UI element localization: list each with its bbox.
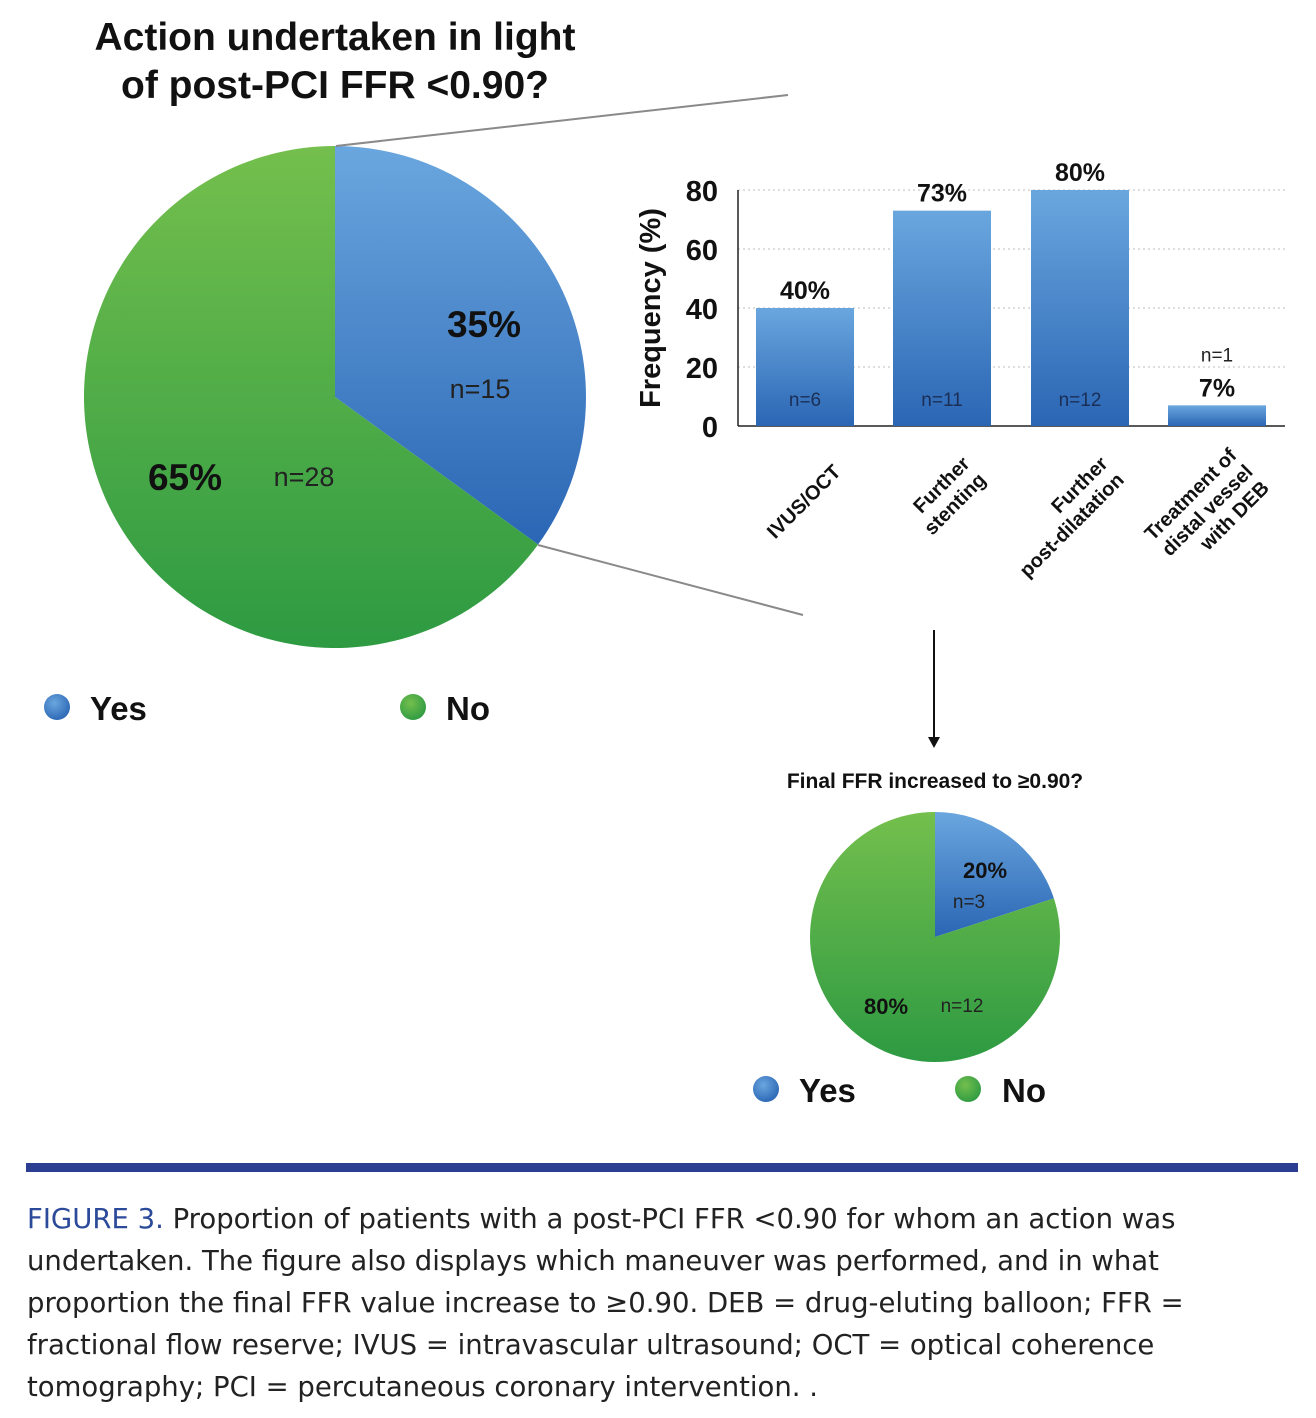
small-pie-no-n-label: n=12 [941, 996, 984, 1017]
main-pie-chart: Action undertaken in light of post-PCI F… [44, 16, 586, 727]
bar-1 [893, 210, 991, 426]
main-legend-yes-marker [44, 694, 70, 720]
small-legend-no-marker [955, 1076, 981, 1102]
bar-y-tick-label: 0 [702, 412, 718, 444]
bar-y-axis-label: Frequency (%) [635, 208, 667, 408]
small-pie-slice-yes [935, 812, 1054, 937]
small-pie-title: Final FFR increased to ≥0.90? [787, 770, 1083, 793]
bar-y-tick-label: 40 [686, 294, 718, 326]
small-legend-yes-marker [753, 1076, 779, 1102]
caption-figure-label: FIGURE 3. [27, 1203, 164, 1235]
down-arrow [928, 630, 940, 748]
small-pie-slice-no [809, 812, 1060, 1062]
bar-0 [756, 308, 854, 426]
bar-n-label: n=11 [921, 390, 962, 411]
figure-canvas: Action undertaken in light of post-PCI F… [44, 16, 1285, 1109]
bar-n-label: n=1 [1201, 345, 1233, 366]
bar-y-tick-label: 80 [686, 176, 718, 208]
connector-line-bottom [537, 544, 804, 616]
small-legend-no-label: No [1002, 1072, 1046, 1109]
bar-n-label: n=12 [1059, 390, 1102, 411]
main-legend-no-label: No [446, 690, 490, 727]
small-pie-legend: Yes No [753, 1072, 1046, 1109]
caption-rule [26, 1163, 1298, 1172]
main-pie-slice-yes [335, 146, 586, 545]
main-pie-yes-n-label: n=15 [450, 374, 511, 404]
bar-value-label: 7% [1199, 374, 1235, 402]
main-pie-no-n-label: n=28 [274, 462, 335, 492]
bar-2 [1031, 190, 1129, 426]
main-pie-slice-no [83, 146, 539, 649]
bar-n-label: n=6 [789, 390, 821, 411]
main-pie-title-line-2: of post-PCI FFR <0.90? [121, 64, 549, 107]
bar-y-tick-label: 60 [686, 235, 718, 267]
main-legend-no-marker [400, 694, 426, 720]
small-pie-chart: Final FFR increased to ≥0.90? 20% n=3 80… [753, 770, 1083, 1109]
bar-x-category-label: IVUS/OCT [763, 461, 845, 543]
bar-series: 40% n=6 73% n=11 80% n=12 7% n=1 [756, 159, 1266, 426]
bar-x-category-line: IVUS/OCT [763, 461, 845, 543]
figure-caption: FIGURE 3. Proportion of patients with a … [27, 1198, 1292, 1408]
connector-line-top [335, 94, 789, 147]
small-legend-yes-label: Yes [799, 1072, 856, 1109]
main-pie-no-pct-label: 65% [148, 457, 222, 498]
bar-y-tick-label: 20 [686, 353, 718, 385]
small-pie-yes-n-label: n=3 [953, 892, 985, 913]
bar-value-label: 80% [1055, 159, 1105, 187]
main-legend-yes-label: Yes [90, 690, 147, 727]
bar-y-ticks: 0 20 40 60 80 [686, 176, 718, 444]
main-pie-legend: Yes No [44, 690, 490, 727]
bar-value-label: 73% [917, 180, 967, 208]
caption-text: Proportion of patients with a post-PCI F… [27, 1203, 1184, 1403]
small-pie-yes-pct-label: 20% [963, 858, 1007, 883]
main-pie-yes-pct-label: 35% [447, 304, 521, 345]
small-pie-no-pct-label: 80% [864, 994, 908, 1019]
bar-3 [1168, 405, 1266, 426]
main-pie-title-line-1: Action undertaken in light [94, 16, 575, 59]
bar-value-label: 40% [780, 277, 830, 305]
bar-chart: 0 20 40 60 80 Frequency (%) 40% n=6 73% n=11 80%… [635, 159, 1285, 582]
